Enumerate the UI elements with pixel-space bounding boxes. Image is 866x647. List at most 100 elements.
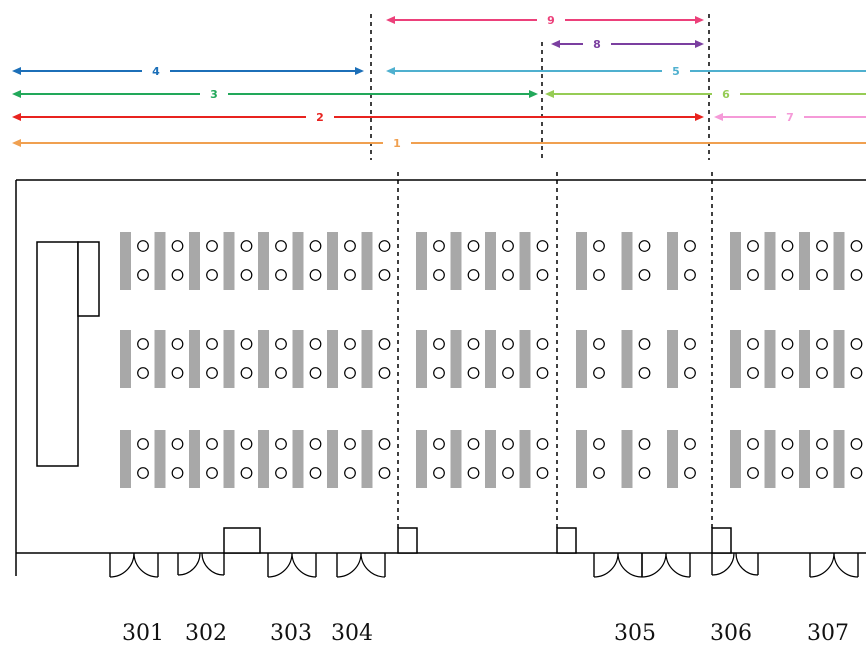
seat: [171, 338, 184, 350]
desk: [450, 430, 462, 488]
span-arrow-5: 5: [386, 65, 866, 78]
seat: [850, 240, 863, 252]
door-swing: [336, 552, 362, 578]
seat: [747, 467, 759, 479]
seat: [378, 269, 391, 281]
span-label-3: 3: [210, 88, 218, 101]
seat: [536, 467, 549, 479]
seat: [684, 338, 696, 350]
desk: [485, 330, 496, 388]
seat: [378, 467, 391, 479]
seat: [593, 367, 605, 379]
seat: [467, 367, 480, 379]
span-arrow-4: 4: [12, 65, 364, 78]
seat: [309, 367, 322, 379]
door: [735, 552, 759, 576]
seat: [137, 269, 149, 281]
pillar: [397, 527, 418, 554]
desk: [189, 330, 200, 388]
seat: [502, 367, 514, 379]
desk: [292, 330, 304, 388]
desk: [258, 430, 269, 488]
door: [109, 552, 135, 578]
seat: [137, 438, 149, 450]
desk: [416, 232, 427, 290]
seat: [171, 467, 184, 479]
seat: [684, 240, 696, 252]
seat: [137, 240, 149, 252]
door-swing: [593, 552, 619, 578]
desk: [576, 232, 587, 290]
desk: [120, 330, 131, 388]
desk: [667, 330, 678, 388]
door-swing: [201, 552, 225, 576]
seat: [502, 240, 514, 252]
seat: [240, 467, 253, 479]
lectern: [77, 241, 100, 317]
seat: [467, 438, 480, 450]
seat: [502, 338, 514, 350]
room-label-302: 302: [185, 621, 227, 642]
desk: [621, 232, 633, 290]
seat: [536, 438, 549, 450]
seat: [433, 240, 445, 252]
room-dividers: [370, 14, 713, 528]
seat: [536, 269, 549, 281]
desk: [764, 330, 776, 388]
seat: [781, 467, 794, 479]
seat: [816, 338, 828, 350]
seat: [344, 467, 356, 479]
seat: [309, 269, 322, 281]
door: [665, 552, 691, 578]
desk: [120, 232, 131, 290]
seat: [467, 269, 480, 281]
seat: [171, 269, 184, 281]
seat: [850, 367, 863, 379]
seat: [137, 367, 149, 379]
door: [617, 552, 643, 578]
seat: [638, 338, 651, 350]
arrowhead-right: [355, 67, 364, 75]
door-swing: [711, 552, 735, 576]
arrowhead-right: [695, 16, 704, 24]
span-label-7: 7: [786, 111, 794, 124]
door: [809, 552, 835, 578]
desk: [189, 232, 200, 290]
room-label-303: 303: [270, 621, 312, 642]
seat: [747, 438, 759, 450]
door-swing: [617, 552, 643, 578]
desk: [154, 232, 166, 290]
seat: [850, 467, 863, 479]
seat: [502, 438, 514, 450]
seat: [684, 438, 696, 450]
wall-pillars: [223, 527, 732, 554]
seat: [206, 269, 218, 281]
desk: [154, 430, 166, 488]
seat: [850, 438, 863, 450]
seat: [171, 367, 184, 379]
desk: [450, 232, 462, 290]
seat: [433, 269, 445, 281]
seat: [638, 467, 651, 479]
seat: [850, 338, 863, 350]
desk: [361, 330, 373, 388]
desk: [730, 430, 741, 488]
seat: [206, 240, 218, 252]
seat: [747, 269, 759, 281]
arrowhead-right: [695, 113, 704, 121]
seating-row-2: [120, 330, 863, 388]
seat: [378, 240, 391, 252]
seating-row-1: [120, 232, 863, 290]
arrowhead-left: [551, 40, 560, 48]
seat: [275, 367, 287, 379]
seat: [275, 338, 287, 350]
seat: [781, 438, 794, 450]
desk: [833, 330, 845, 388]
seat: [309, 338, 322, 350]
room-label-306: 306: [710, 621, 752, 642]
seat: [638, 240, 651, 252]
span-label-1: 1: [393, 137, 401, 150]
seat: [593, 438, 605, 450]
desk: [764, 232, 776, 290]
door-swing: [665, 552, 691, 578]
